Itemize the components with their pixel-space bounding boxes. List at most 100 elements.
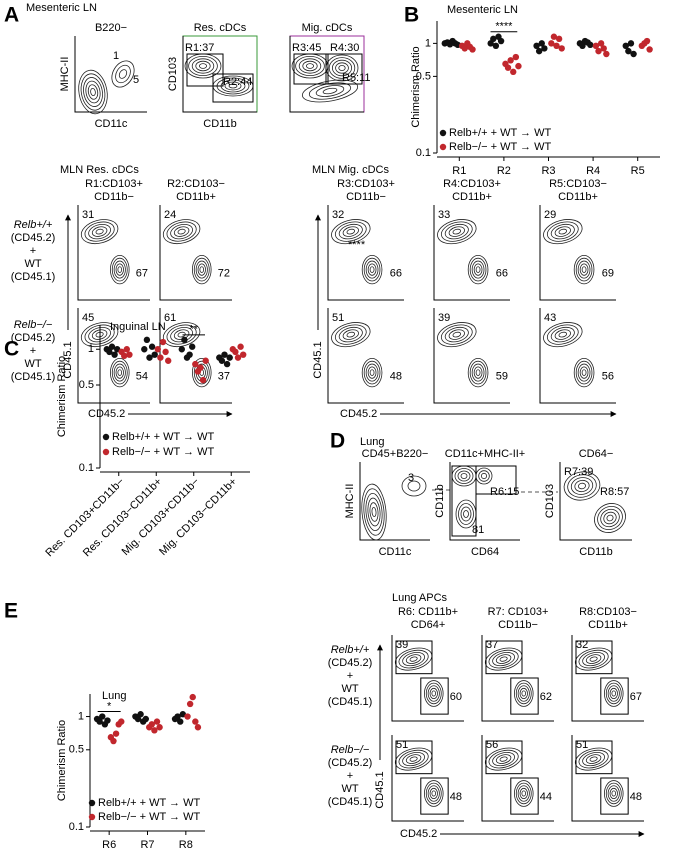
data-point — [143, 336, 151, 344]
x-axis-label: CD45.2 — [340, 408, 377, 420]
column-header: R7: CD103+ — [488, 606, 549, 618]
gate-percent: 67 — [136, 267, 148, 279]
contour — [611, 690, 617, 697]
contour — [467, 254, 489, 285]
gate-percent: 48 — [630, 791, 642, 803]
contour — [457, 470, 471, 482]
contour — [582, 752, 605, 767]
gate-percent: 69 — [602, 267, 614, 279]
data-point — [123, 346, 130, 353]
contour — [429, 687, 438, 700]
data-point — [110, 737, 117, 745]
plot-frame — [359, 462, 430, 541]
column-header: CD11b+ — [176, 191, 216, 203]
contour — [440, 324, 473, 345]
data-point — [96, 718, 103, 725]
row-label: (CD45.1) — [11, 371, 56, 383]
data-point — [146, 354, 153, 361]
contour — [110, 357, 130, 388]
data-point — [226, 354, 233, 361]
contour — [499, 756, 508, 762]
data-point — [507, 57, 514, 64]
gate — [395, 640, 433, 675]
y-axis-label: CD45.1 — [312, 341, 324, 378]
contour — [427, 685, 440, 702]
contour — [367, 497, 381, 527]
contour — [594, 503, 626, 533]
data-point — [461, 45, 468, 52]
contour — [118, 69, 128, 79]
contour — [365, 363, 379, 382]
x-tick-label: R1 — [452, 165, 466, 177]
contour — [478, 470, 490, 482]
y-axis-label: CD45.1 — [374, 771, 386, 808]
row-label: Relb−/− — [14, 319, 53, 331]
contour — [448, 226, 465, 237]
data-point — [548, 40, 555, 47]
contour — [195, 60, 211, 72]
contour — [440, 221, 473, 242]
data-point — [202, 357, 209, 364]
data-point — [154, 346, 161, 353]
contour — [166, 221, 197, 242]
panel-title: Mesenteric LN — [26, 2, 97, 14]
contour — [444, 326, 469, 343]
contour — [546, 221, 579, 242]
grid-title: MLN Res. cDCs — [60, 164, 139, 176]
data-point — [555, 35, 563, 43]
contour — [193, 360, 210, 385]
gate-percent: 66 — [496, 267, 508, 279]
data-point — [240, 351, 247, 358]
contour — [363, 257, 381, 282]
column-header: R5:CD103− — [549, 178, 607, 190]
contour — [429, 787, 438, 800]
plot-frame — [159, 205, 232, 301]
contour — [473, 366, 483, 379]
gate — [510, 677, 539, 715]
contour — [199, 266, 205, 273]
gate-label: R3:45 — [292, 42, 321, 54]
contour — [305, 63, 314, 69]
contour — [424, 680, 444, 707]
x-axis-label: CD64 — [471, 546, 499, 558]
gate-percent: 33 — [438, 209, 450, 221]
contour — [570, 477, 594, 495]
contour — [91, 329, 108, 340]
y-axis-label: MHC-II — [59, 57, 71, 92]
gate — [325, 53, 363, 85]
y-axis-label: CD45.1 — [62, 341, 74, 378]
contour — [298, 58, 322, 74]
legend-swatch — [88, 813, 96, 821]
y-tick-label: 0.1 — [416, 147, 431, 159]
contour — [609, 687, 618, 700]
data-point — [643, 37, 651, 45]
contour — [409, 756, 418, 762]
contour — [611, 790, 617, 797]
gate — [293, 53, 329, 85]
row-label: + — [347, 770, 353, 782]
contour — [193, 257, 210, 282]
significance: ** — [189, 324, 198, 336]
plot-frame — [481, 735, 554, 822]
contour — [80, 322, 119, 348]
contour — [605, 682, 622, 705]
contour — [452, 228, 462, 235]
contour — [115, 263, 124, 276]
contour — [546, 324, 579, 345]
legend-swatch — [102, 448, 110, 456]
contour — [563, 471, 601, 501]
data-point — [490, 35, 497, 43]
chart-title: Inguinal LN — [110, 321, 166, 333]
contour — [600, 508, 620, 528]
column-header: CD11b+ — [452, 191, 492, 203]
contour — [424, 780, 444, 807]
plot-title: CD11c+MHC-II+ — [445, 448, 525, 460]
contour — [295, 56, 325, 77]
data-point — [237, 343, 244, 350]
gate — [420, 777, 449, 815]
data-point — [234, 354, 242, 361]
plot-frame — [571, 635, 644, 722]
legend-label: Relb−/− + WT → WT — [112, 446, 214, 458]
gate-percent: 29 — [544, 209, 556, 221]
contour — [573, 357, 595, 388]
